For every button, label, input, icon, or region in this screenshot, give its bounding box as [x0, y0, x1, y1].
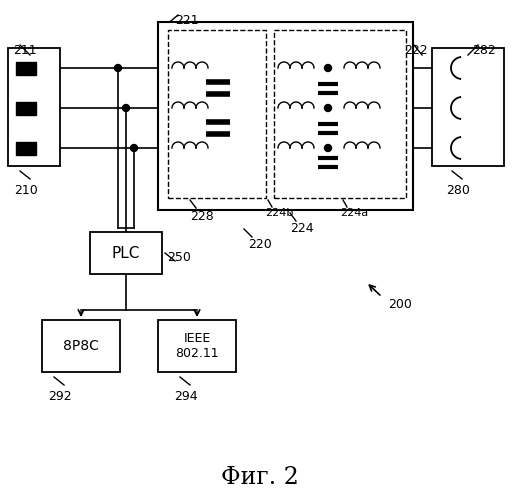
Text: 250: 250: [167, 251, 191, 264]
Circle shape: [325, 144, 331, 152]
Bar: [8, 48, 60, 166]
Text: Фиг. 2: Фиг. 2: [221, 466, 299, 489]
Text: 211: 211: [13, 44, 36, 57]
Text: 224: 224: [290, 222, 314, 235]
Text: 220: 220: [248, 238, 272, 251]
Circle shape: [325, 64, 331, 71]
Text: 8Р8С: 8Р8С: [63, 339, 99, 353]
Circle shape: [130, 144, 138, 152]
Circle shape: [115, 64, 121, 71]
Text: IEEE
802.11: IEEE 802.11: [175, 332, 219, 360]
Bar: [274, 30, 406, 198]
Text: 222: 222: [404, 44, 428, 57]
Bar: [158, 22, 413, 210]
Text: 221: 221: [175, 14, 199, 27]
Text: 282: 282: [472, 44, 496, 57]
Bar: [16, 62, 36, 75]
Text: 294: 294: [174, 390, 197, 403]
Text: 280: 280: [446, 184, 470, 197]
Circle shape: [325, 104, 331, 112]
Bar: [432, 48, 504, 166]
Circle shape: [122, 104, 130, 112]
Bar: [90, 232, 162, 274]
Text: 228: 228: [190, 210, 214, 223]
Text: 224b: 224b: [265, 208, 293, 218]
Text: 210: 210: [14, 184, 38, 197]
Text: 200: 200: [388, 298, 412, 311]
Text: 224a: 224a: [340, 208, 368, 218]
Text: PLC: PLC: [112, 246, 140, 260]
Bar: [158, 320, 236, 372]
Bar: [42, 320, 120, 372]
Bar: [168, 30, 266, 198]
Bar: [16, 102, 36, 115]
Bar: [16, 142, 36, 155]
Text: 292: 292: [48, 390, 71, 403]
